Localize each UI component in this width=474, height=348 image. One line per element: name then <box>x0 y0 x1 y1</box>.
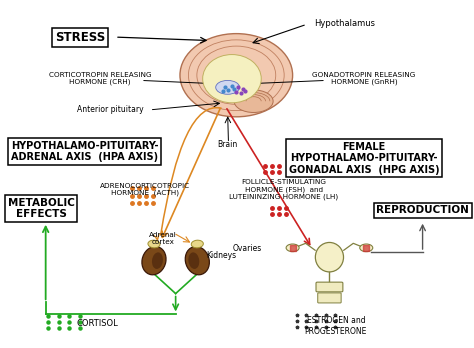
Ellipse shape <box>203 55 261 103</box>
Text: FOLLICLE-STIMULATING
HORMONE (FSH)  and
LUTEININZING HORMONE (LH): FOLLICLE-STIMULATING HORMONE (FSH) and L… <box>229 179 338 200</box>
Text: Brain: Brain <box>218 140 238 149</box>
Text: CORTICOTROPIN RELEASING
HORMONE (CRH): CORTICOTROPIN RELEASING HORMONE (CRH) <box>48 72 151 85</box>
Ellipse shape <box>185 246 210 275</box>
FancyBboxPatch shape <box>318 293 341 303</box>
Ellipse shape <box>142 246 166 275</box>
Ellipse shape <box>216 80 239 94</box>
Text: Hypothalamus: Hypothalamus <box>314 19 375 28</box>
Ellipse shape <box>286 244 299 252</box>
FancyArrowPatch shape <box>161 108 221 235</box>
Text: HYPOTHALAMO-PITUITARY-
ADRENAL AXIS  (HPA AXIS): HYPOTHALAMO-PITUITARY- ADRENAL AXIS (HPA… <box>11 141 158 162</box>
Text: REPRODUCTION: REPRODUCTION <box>376 205 469 215</box>
Text: Anterior pituitary: Anterior pituitary <box>77 105 144 114</box>
Ellipse shape <box>148 240 160 248</box>
Text: ADRENOCORTICOTROPIC
HORMONE  (ACTH): ADRENOCORTICOTROPIC HORMONE (ACTH) <box>100 183 191 196</box>
Text: Ovaries: Ovaries <box>233 244 262 253</box>
Text: STRESS: STRESS <box>55 31 105 44</box>
Text: GONADOTROPIN RELEASING
HORMONE (GnRH): GONADOTROPIN RELEASING HORMONE (GnRH) <box>312 72 416 85</box>
Ellipse shape <box>152 252 163 269</box>
Ellipse shape <box>191 240 203 248</box>
Ellipse shape <box>315 243 344 272</box>
Ellipse shape <box>360 244 373 252</box>
Text: ESTROGEN and
PROGESTERONE: ESTROGEN and PROGESTERONE <box>305 316 367 335</box>
Text: FEMALE
HYPOTHALAMO-PITUITARY-
GONADAL AXIS  (HPG AXIS): FEMALE HYPOTHALAMO-PITUITARY- GONADAL AX… <box>289 142 439 175</box>
Text: METABOLIC
EFFECTS: METABOLIC EFFECTS <box>8 198 75 220</box>
Text: Kidneys: Kidneys <box>206 251 236 260</box>
Ellipse shape <box>188 252 199 269</box>
Ellipse shape <box>234 90 273 112</box>
Text: Adrenal
cortex: Adrenal cortex <box>149 232 176 245</box>
Text: CORTISOL: CORTISOL <box>77 319 118 328</box>
FancyBboxPatch shape <box>316 282 343 292</box>
Ellipse shape <box>180 34 292 117</box>
